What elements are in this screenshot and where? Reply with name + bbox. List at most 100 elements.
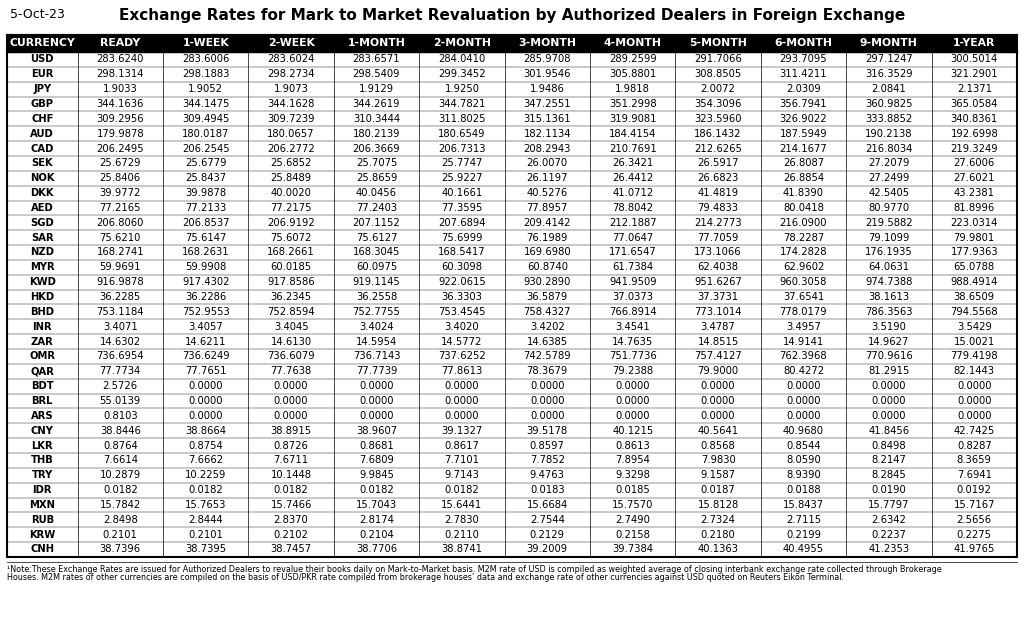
- Text: 38.8664: 38.8664: [185, 426, 226, 436]
- Text: 0.0000: 0.0000: [359, 381, 394, 391]
- Text: 10.1448: 10.1448: [270, 470, 311, 480]
- Text: 2.0841: 2.0841: [871, 84, 906, 94]
- Text: Houses. M2M rates of other currencies are compiled on the basis of USD/PKR rate : Houses. M2M rates of other currencies ar…: [7, 573, 844, 582]
- Bar: [7, 512, 1017, 527]
- Text: 77.8957: 77.8957: [526, 203, 568, 213]
- Text: 77.7651: 77.7651: [185, 366, 226, 376]
- Text: 0.0000: 0.0000: [700, 381, 735, 391]
- Text: 365.0584: 365.0584: [950, 99, 998, 109]
- Text: 917.4302: 917.4302: [182, 277, 229, 287]
- Text: 209.4142: 209.4142: [523, 218, 571, 228]
- Bar: [7, 215, 1017, 230]
- Text: 36.2558: 36.2558: [356, 292, 397, 302]
- Text: 0.0188: 0.0188: [786, 485, 821, 495]
- Text: DKK: DKK: [31, 188, 54, 198]
- Text: 38.7457: 38.7457: [270, 544, 311, 554]
- Text: 960.3058: 960.3058: [780, 277, 827, 287]
- Text: CNY: CNY: [31, 426, 53, 436]
- Bar: [7, 35, 1017, 52]
- Text: 360.9825: 360.9825: [865, 99, 912, 109]
- Text: 180.6549: 180.6549: [438, 129, 485, 139]
- Text: 8.3659: 8.3659: [956, 455, 991, 465]
- Text: 173.1066: 173.1066: [694, 248, 742, 258]
- Text: 187.5949: 187.5949: [779, 129, 827, 139]
- Text: 77.2175: 77.2175: [270, 203, 312, 213]
- Text: 177.9363: 177.9363: [950, 248, 998, 258]
- Text: 283.6006: 283.6006: [182, 55, 229, 65]
- Text: 7.6711: 7.6711: [273, 455, 308, 465]
- Text: THB: THB: [31, 455, 53, 465]
- Text: 40.1215: 40.1215: [612, 426, 653, 436]
- Text: 15.8437: 15.8437: [783, 500, 824, 510]
- Text: 79.9801: 79.9801: [953, 233, 995, 243]
- Text: LKR: LKR: [32, 441, 53, 451]
- Text: 184.4154: 184.4154: [609, 129, 656, 139]
- Text: 25.7075: 25.7075: [355, 159, 397, 169]
- Text: 206.2495: 206.2495: [96, 144, 144, 154]
- Text: 742.5789: 742.5789: [523, 351, 571, 361]
- Text: 753.1184: 753.1184: [96, 307, 144, 317]
- Text: 36.5879: 36.5879: [526, 292, 568, 302]
- Text: 212.1887: 212.1887: [609, 218, 656, 228]
- Text: 60.3098: 60.3098: [441, 262, 482, 272]
- Text: 38.8915: 38.8915: [270, 426, 311, 436]
- Text: 25.8489: 25.8489: [270, 173, 311, 183]
- Text: NOK: NOK: [30, 173, 54, 183]
- Bar: [7, 334, 1017, 349]
- Text: 0.2129: 0.2129: [529, 530, 565, 540]
- Text: 3-MONTH: 3-MONTH: [518, 38, 577, 48]
- Bar: [7, 82, 1017, 97]
- Text: 0.0185: 0.0185: [615, 485, 650, 495]
- Text: 0.0000: 0.0000: [871, 411, 906, 421]
- Text: 186.1432: 186.1432: [694, 129, 741, 139]
- Text: 7.7101: 7.7101: [444, 455, 479, 465]
- Text: 298.1883: 298.1883: [182, 69, 229, 79]
- Text: 182.1134: 182.1134: [523, 129, 571, 139]
- Text: 10.2879: 10.2879: [99, 470, 141, 480]
- Text: 0.0182: 0.0182: [103, 485, 137, 495]
- Text: 736.6079: 736.6079: [267, 351, 315, 361]
- Text: 2.7544: 2.7544: [529, 515, 565, 525]
- Text: MXN: MXN: [30, 500, 55, 510]
- Text: 0.0182: 0.0182: [444, 485, 479, 495]
- Text: 39.9772: 39.9772: [99, 188, 141, 198]
- Bar: [7, 453, 1017, 468]
- Bar: [7, 438, 1017, 453]
- Text: 180.0657: 180.0657: [267, 129, 314, 139]
- Text: 0.8681: 0.8681: [359, 441, 394, 451]
- Text: 7.6809: 7.6809: [359, 455, 394, 465]
- Text: 930.2890: 930.2890: [523, 277, 571, 287]
- Text: 3.4071: 3.4071: [103, 322, 137, 332]
- Text: BRL: BRL: [32, 396, 53, 406]
- Text: AED: AED: [31, 203, 53, 213]
- Text: 79.1099: 79.1099: [868, 233, 909, 243]
- Text: 219.5882: 219.5882: [865, 218, 912, 228]
- Text: 40.9680: 40.9680: [783, 426, 824, 436]
- Bar: [7, 97, 1017, 112]
- Text: 0.0000: 0.0000: [615, 411, 650, 421]
- Text: 0.8103: 0.8103: [103, 411, 137, 421]
- Text: 8.9390: 8.9390: [786, 470, 821, 480]
- Text: 65.0788: 65.0788: [953, 262, 995, 272]
- Text: 14.6130: 14.6130: [270, 337, 311, 347]
- Text: 7.7852: 7.7852: [529, 455, 565, 465]
- Text: 14.8515: 14.8515: [697, 337, 738, 347]
- Bar: [7, 527, 1017, 542]
- Text: 315.1361: 315.1361: [523, 114, 571, 124]
- Text: 5-MONTH: 5-MONTH: [689, 38, 748, 48]
- Text: 176.1935: 176.1935: [865, 248, 912, 258]
- Text: 75.6127: 75.6127: [355, 233, 397, 243]
- Text: 0.8498: 0.8498: [871, 441, 906, 451]
- Text: 38.7395: 38.7395: [185, 544, 226, 554]
- Text: 0.0000: 0.0000: [359, 411, 394, 421]
- Text: 2.8498: 2.8498: [103, 515, 137, 525]
- Bar: [7, 319, 1017, 334]
- Text: 8.2845: 8.2845: [871, 470, 906, 480]
- Text: 0.0000: 0.0000: [444, 396, 479, 406]
- Text: 214.2773: 214.2773: [694, 218, 742, 228]
- Text: 40.0456: 40.0456: [356, 188, 397, 198]
- Text: 38.7706: 38.7706: [356, 544, 397, 554]
- Text: 0.0182: 0.0182: [188, 485, 223, 495]
- Text: 14.5772: 14.5772: [441, 337, 482, 347]
- Bar: [7, 305, 1017, 319]
